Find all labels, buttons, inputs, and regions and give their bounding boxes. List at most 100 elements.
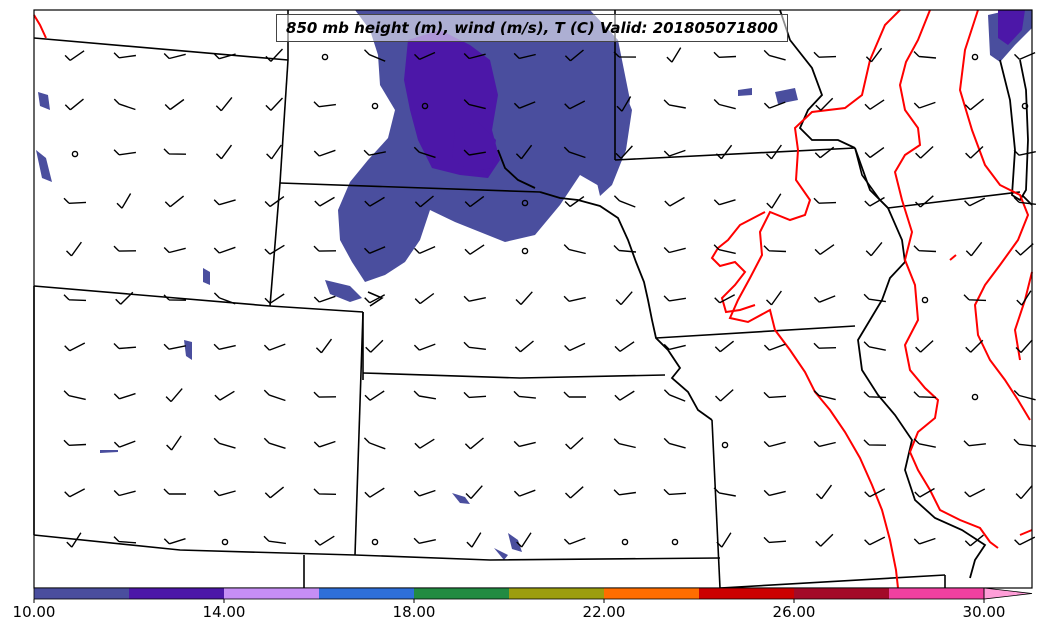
wind-barb xyxy=(414,245,436,255)
wind-barb xyxy=(913,537,936,545)
colorbar-segment xyxy=(224,588,320,599)
wind-barb xyxy=(215,96,233,112)
wind-barb xyxy=(613,51,637,58)
wind-barb xyxy=(964,534,984,547)
wind-barb xyxy=(865,47,883,63)
wind-barb xyxy=(766,144,782,160)
wind-barb xyxy=(515,144,533,160)
wind-barb xyxy=(313,149,336,157)
wind-barb xyxy=(813,390,836,401)
wind-barb xyxy=(864,147,885,159)
wind-barb xyxy=(363,149,386,156)
wind-barb xyxy=(113,392,136,400)
wind-barb xyxy=(315,338,333,354)
wind-barb xyxy=(313,488,337,495)
precip-area xyxy=(452,493,470,504)
wind-barb xyxy=(463,391,487,399)
wind-barb xyxy=(363,437,386,450)
wind-barb xyxy=(613,438,636,449)
temperature-contour xyxy=(33,14,47,39)
state-border xyxy=(354,311,364,556)
calm-wind-circle xyxy=(421,102,429,110)
state-border xyxy=(367,291,384,307)
river xyxy=(854,147,987,579)
calm-wind-circle xyxy=(721,441,729,449)
wind-barb xyxy=(265,97,284,111)
wind-barb xyxy=(1015,339,1033,353)
wind-barb xyxy=(414,292,435,305)
wind-barb xyxy=(513,489,536,497)
river xyxy=(999,59,1029,202)
state-border xyxy=(33,37,289,61)
wind-barb xyxy=(763,536,787,544)
wind-barb xyxy=(565,437,584,450)
wind-barb xyxy=(413,146,436,159)
rivers xyxy=(497,9,1033,579)
wind-barb xyxy=(564,342,586,352)
colorbar-tick-label: 14.00 xyxy=(202,603,246,621)
wind-barb xyxy=(666,47,682,63)
wind-barb xyxy=(213,246,236,254)
wind-barb xyxy=(715,144,733,160)
state-border xyxy=(354,554,721,561)
wind-barb xyxy=(514,340,534,353)
colorbar-outline xyxy=(33,587,985,600)
map-title: 850 mb height (m), wind (m/s), T (C) Val… xyxy=(276,14,788,42)
wind-barb xyxy=(615,145,633,159)
wind-barb xyxy=(663,99,686,109)
wind-barb xyxy=(213,490,236,497)
wind-barb xyxy=(663,437,686,449)
wind-barb xyxy=(714,340,735,353)
wind-barb xyxy=(414,195,434,208)
wind-barb xyxy=(113,343,137,350)
wind-barb xyxy=(1013,196,1036,205)
wind-barb xyxy=(913,438,936,448)
wind-barb xyxy=(414,438,435,449)
wind-barb xyxy=(63,197,87,204)
wind-barb xyxy=(515,291,533,305)
wind-barb xyxy=(314,535,335,546)
wind-barb xyxy=(463,341,486,350)
wind-barb xyxy=(414,51,436,61)
wind-barb xyxy=(464,244,485,255)
wind-barb xyxy=(763,49,786,61)
colorbar-tick-label: 10.00 xyxy=(12,603,56,621)
wind-barb xyxy=(364,49,386,62)
wind-barb xyxy=(663,295,687,302)
colorbar-tick-label: 30.00 xyxy=(962,603,1006,621)
wind-barb xyxy=(563,537,586,545)
wind-barb xyxy=(964,197,986,207)
wind-barb xyxy=(513,52,536,60)
calm-wind-circle xyxy=(671,538,679,546)
wind-barb xyxy=(213,437,236,449)
colorbar-segment xyxy=(509,588,605,599)
wind-barb xyxy=(163,53,186,60)
wind-barb xyxy=(766,193,782,209)
wind-barb xyxy=(564,196,585,208)
wind-barb xyxy=(464,437,484,450)
wind-barb xyxy=(713,99,736,110)
wind-barb xyxy=(313,440,336,448)
temperature-contour xyxy=(893,9,999,549)
precip-area xyxy=(738,88,752,96)
wind-barb xyxy=(163,294,187,301)
wind-barb xyxy=(715,389,734,402)
wind-barb xyxy=(263,535,286,545)
wind-barb xyxy=(463,99,486,110)
wind-barb xyxy=(213,343,236,350)
wind-barb xyxy=(814,244,835,255)
wind-barb xyxy=(166,435,182,451)
wind-barb xyxy=(664,196,685,207)
precip-area xyxy=(203,268,210,285)
wind-barb xyxy=(813,295,836,303)
wind-barb xyxy=(563,244,586,255)
wind-barb xyxy=(213,292,236,305)
wind-barb xyxy=(914,487,935,498)
wind-barb xyxy=(864,99,885,110)
colorbar-extension-arrow xyxy=(983,587,1033,600)
wind-barb xyxy=(113,52,136,59)
wind-barb xyxy=(913,245,937,253)
wind-barb xyxy=(63,439,87,446)
wind-barb xyxy=(815,533,834,547)
